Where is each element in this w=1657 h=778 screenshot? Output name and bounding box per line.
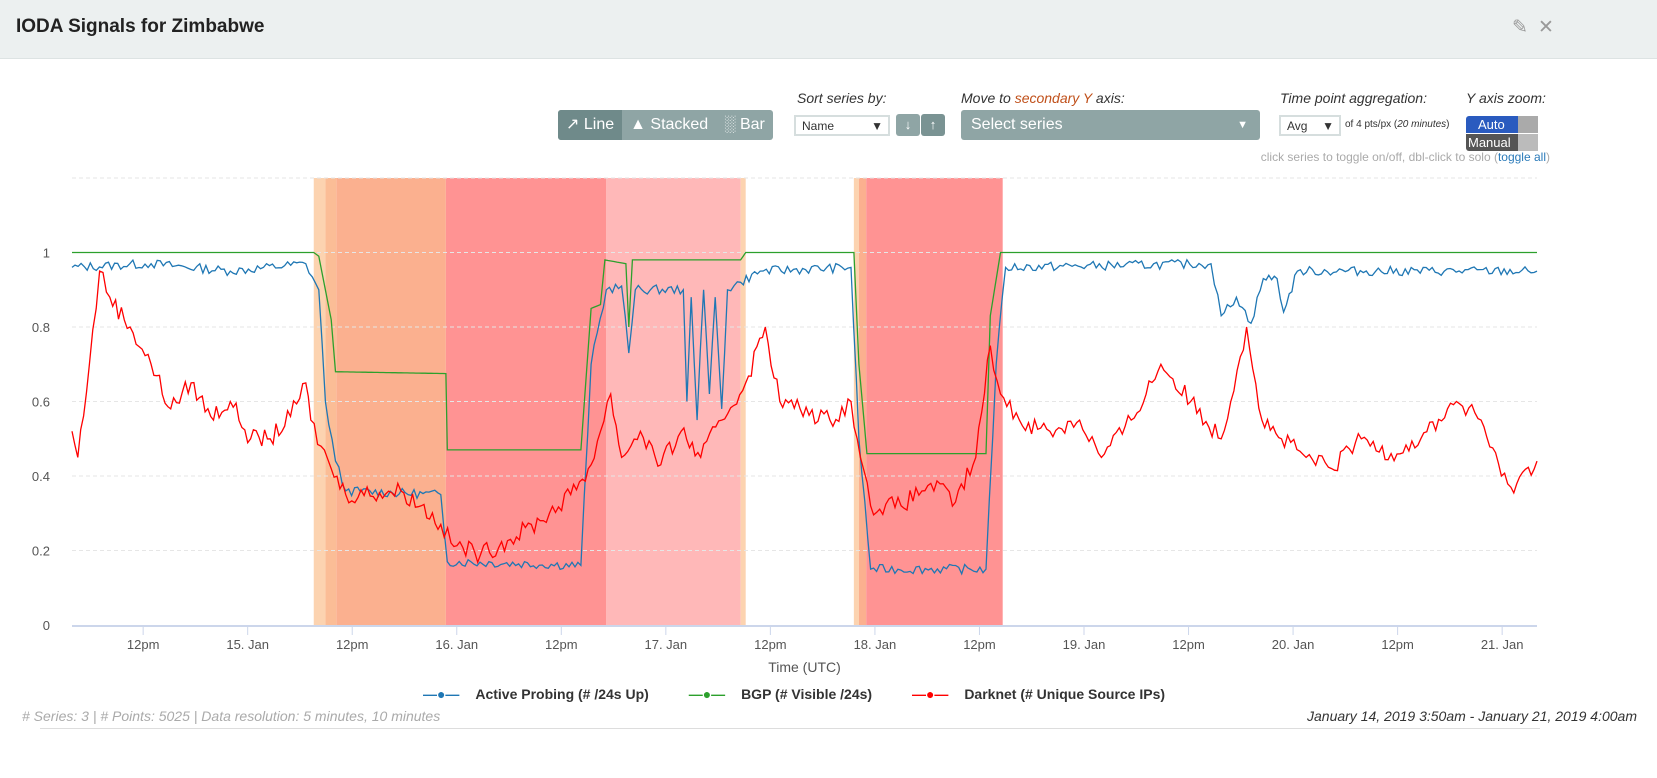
legend-item-bgp[interactable]: —●— BGP (# Visible /24s)	[689, 686, 884, 702]
toggle-knob	[1518, 116, 1538, 133]
y-tick-label: 1	[43, 246, 50, 261]
series-label: # Series:	[22, 708, 82, 724]
agg-note-em: 20 minutes	[1397, 119, 1447, 130]
edit-icon[interactable]: ✎	[1512, 17, 1528, 38]
sort-desc-button[interactable]: ↓	[896, 114, 920, 136]
points-label: | # Points:	[88, 708, 159, 724]
legend-label: BGP (# Visible /24s)	[741, 686, 873, 702]
hint-text: click series to toggle on/off, dbl-click…	[1260, 150, 1498, 164]
y-tick-label: 0.2	[32, 544, 50, 559]
outage-band	[445, 178, 607, 625]
outage-band	[740, 178, 746, 625]
y-tick-label: 0.8	[32, 320, 50, 335]
sort-value: Name	[802, 119, 835, 133]
hint-end: )	[1546, 150, 1550, 164]
timeseries-chart: 0 0.2 0.4 0.6 0.8 1 12pm 15. Jan 12pm 16. Jan 12pm…	[32, 177, 1538, 675]
x-tick-label: 15. Jan	[226, 637, 269, 652]
yzoom-manual-toggle[interactable]: Manual	[1466, 134, 1538, 151]
legend: —●— Active Probing (# /24s Up) —●— BGP (…	[0, 686, 1600, 702]
x-tick-label: 12pm	[963, 637, 996, 652]
arrow-up-icon: ↑	[929, 117, 937, 132]
bar-button[interactable]: ░ Bar	[716, 110, 773, 140]
yzoom-label: Y axis zoom:	[1466, 90, 1546, 106]
x-tick-label: 12pm	[754, 637, 787, 652]
legend-item-active-probing[interactable]: —●— Active Probing (# /24s Up)	[423, 686, 661, 702]
y-tick-label: 0	[43, 618, 50, 633]
secondary-label-pre: Move to	[961, 90, 1015, 106]
line-label: Line	[583, 116, 615, 133]
yzoom-manual-label: Manual	[1468, 135, 1511, 150]
series-count: 3	[81, 708, 89, 724]
stacked-label: Stacked	[650, 116, 709, 133]
sort-select[interactable]: Name ▼	[794, 115, 890, 136]
legend-marker: —●—	[911, 686, 949, 702]
aggregation-label: Time point aggregation:	[1280, 90, 1427, 106]
arrow-down-icon: ↓	[904, 117, 912, 132]
time-range: January 14, 2019 3:50am - January 21, 20…	[1307, 708, 1637, 724]
bar-chart-icon: ░	[724, 116, 740, 133]
resolution-value: 5 minutes, 10 minutes	[303, 708, 441, 724]
agg-note-post: )	[1446, 119, 1450, 130]
x-tick-label: 18. Jan	[854, 637, 897, 652]
line-chart-icon: ↗	[566, 116, 584, 133]
page-title: IODA Signals for Zimbabwe	[16, 16, 265, 37]
x-tick-label: 12pm	[545, 637, 578, 652]
legend-label: Active Probing (# /24s Up)	[475, 686, 649, 702]
legend-marker: —●—	[422, 686, 460, 702]
x-tick-label: 12pm	[1172, 637, 1205, 652]
legend-marker: —●—	[688, 686, 726, 702]
x-tick-label: 12pm	[336, 637, 369, 652]
x-tick-label: 12pm	[1381, 637, 1414, 652]
secondary-axis-label: Move to secondary Y axis:	[961, 90, 1125, 106]
legend-label: Darknet (# Unique Source IPs)	[964, 686, 1166, 702]
chart-type-group: ↗ Line ▲ Stacked ░ Bar	[558, 110, 773, 140]
area-chart-icon: ▲	[630, 116, 651, 133]
toggle-hint: click series to toggle on/off, dbl-click…	[1261, 150, 1550, 164]
series-line-0	[71, 258, 1538, 576]
series-line-2	[71, 270, 1538, 565]
chevron-down-icon: ▼	[1237, 119, 1248, 131]
x-tick-label: 12pm	[127, 637, 160, 652]
legend-item-darknet[interactable]: —●— Darknet (# Unique Source IPs)	[912, 686, 1177, 702]
toggle-knob	[1518, 134, 1538, 151]
divider	[40, 728, 1540, 729]
resolution-label: | Data resolution:	[189, 708, 304, 724]
agg-note-pre: of 4 pts/px (	[1345, 119, 1398, 130]
x-tick-label: 20. Jan	[1272, 637, 1315, 652]
chevron-down-icon: ▼	[871, 119, 883, 133]
toggle-all-link[interactable]: toggle all	[1497, 150, 1546, 164]
secondary-label-post: axis:	[1092, 90, 1125, 106]
series-stats: # Series: 3 | # Points: 5025 | Data reso…	[22, 708, 440, 724]
secondary-label-highlight: secondary Y	[1014, 90, 1093, 106]
chevron-down-icon: ▼	[1322, 119, 1334, 133]
x-tick-label: 16. Jan	[435, 637, 478, 652]
sort-asc-button[interactable]: ↑	[921, 114, 945, 136]
aggregation-note: of 4 pts/px (20 minutes)	[1345, 119, 1450, 130]
series-line-1	[72, 251, 1537, 455]
x-tick-label: 17. Jan	[645, 637, 688, 652]
secondary-placeholder: Select series	[971, 116, 1063, 133]
outage-band	[325, 178, 337, 625]
y-tick-label: 0.4	[32, 469, 50, 484]
points-count: 5025	[158, 708, 190, 724]
x-tick-label: 19. Jan	[1063, 637, 1106, 652]
secondary-series-select[interactable]: Select series ▼	[961, 110, 1260, 140]
panel-header: IODA Signals for Zimbabwe ✎ ✕	[0, 0, 1657, 59]
yzoom-auto-label: Auto	[1478, 117, 1505, 132]
y-tick-label: 0.6	[32, 395, 50, 410]
x-axis-title: Time (UTC)	[768, 659, 841, 675]
x-tick-label: 21. Jan	[1481, 637, 1524, 652]
close-icon[interactable]: ✕	[1538, 17, 1554, 38]
yzoom-auto-toggle[interactable]: Auto	[1466, 116, 1538, 133]
bar-label: Bar	[739, 116, 765, 133]
sort-label: Sort series by:	[797, 90, 887, 106]
aggregation-value: Avg	[1287, 119, 1308, 133]
line-button[interactable]: ↗ Line	[558, 110, 623, 140]
stacked-button[interactable]: ▲ Stacked	[622, 110, 716, 140]
aggregation-select[interactable]: Avg ▼	[1279, 115, 1341, 136]
